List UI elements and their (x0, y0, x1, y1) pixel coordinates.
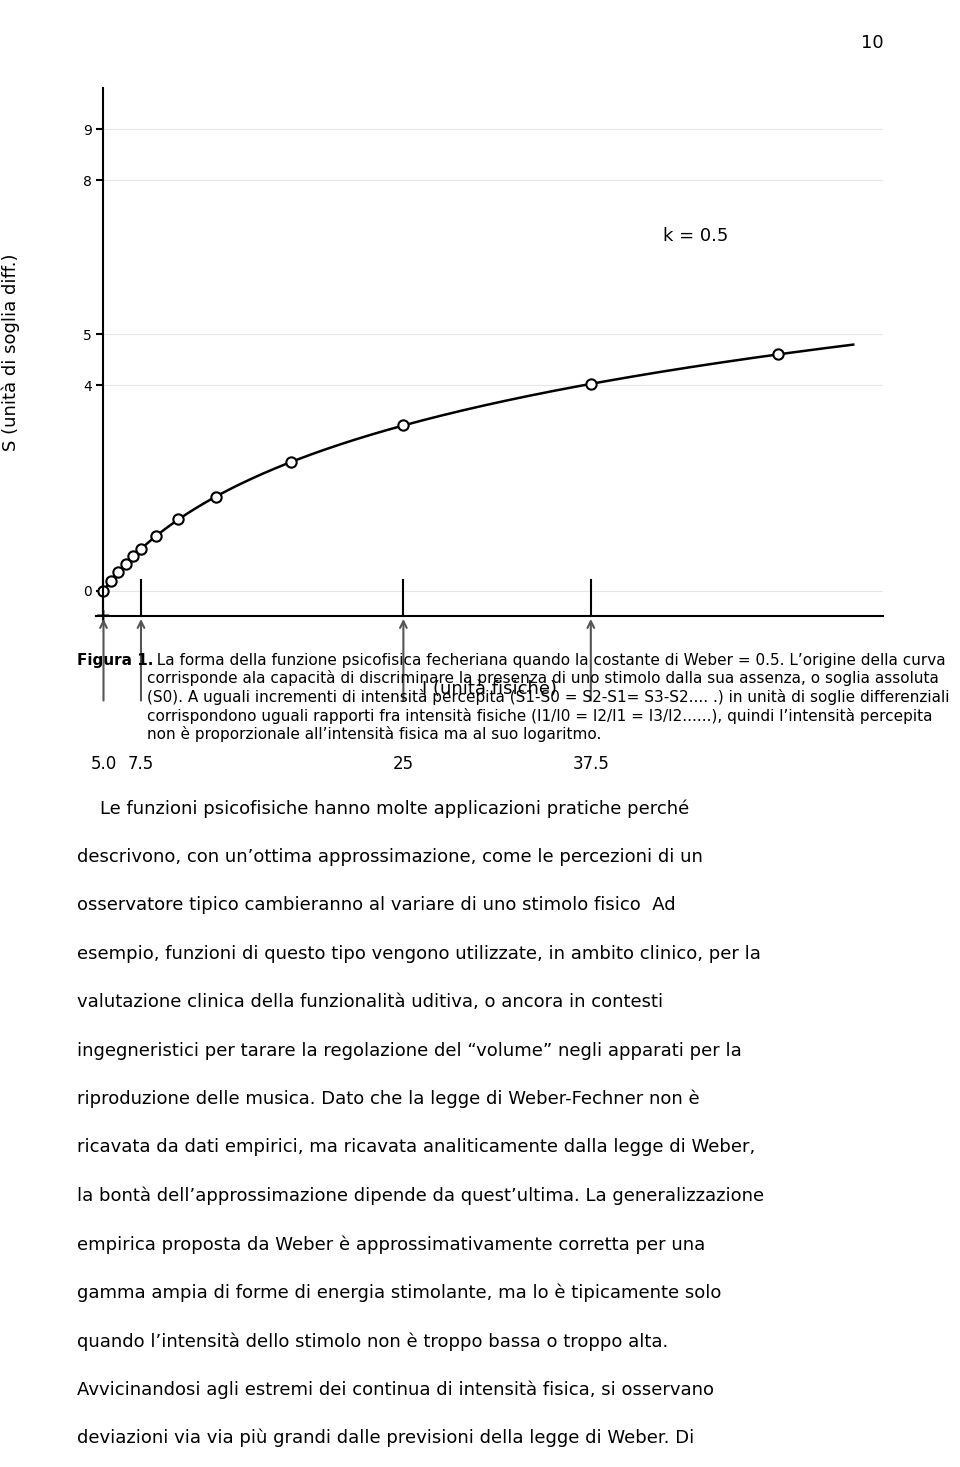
Point (96, 579, 111, 603)
Y-axis label: S (unità di soglia diff.): S (unità di soglia diff.) (2, 254, 20, 450)
Text: Avvicinandosi agli estremi dei continua di intensità fisica, si osservano: Avvicinandosi agli estremi dei continua … (77, 1380, 714, 1400)
Text: Le funzioni psicofisiche hanno molte applicazioni pratiche perché: Le funzioni psicofisiche hanno molte app… (77, 800, 689, 819)
Point (104, 569, 119, 593)
Text: esempio, funzioni di questo tipo vengono utilizzate, in ambito clinico, per la: esempio, funzioni di questo tipo vengono… (77, 945, 760, 962)
Point (118, 552, 133, 575)
Text: ricavata da dati empirici, ma ricavata analiticamente dalla legge di Weber,: ricavata da dati empirici, ma ricavata a… (77, 1138, 756, 1156)
Text: 37.5: 37.5 (572, 754, 610, 773)
Point (396, 414, 411, 437)
Text: 7.5: 7.5 (128, 754, 155, 773)
Text: Figura 1.: Figura 1. (77, 653, 154, 667)
Text: +: + (95, 607, 111, 625)
Point (771, 343, 786, 367)
Text: quando l’intensità dello stimolo non è troppo bassa o troppo alta.: quando l’intensità dello stimolo non è t… (77, 1332, 668, 1351)
Text: 5.0: 5.0 (90, 754, 116, 773)
Text: gamma ampia di forme di energia stimolante, ma lo è tipicamente solo: gamma ampia di forme di energia stimolan… (77, 1284, 721, 1303)
Text: 25: 25 (393, 754, 414, 773)
Text: osservatore tipico cambieranno al variare di uno stimolo fisico  Ad: osservatore tipico cambieranno al variar… (77, 896, 676, 914)
Text: ingegneristici per tarare la regolazione del “volume” negli apparati per la: ingegneristici per tarare la regolazione… (77, 1042, 741, 1059)
Text: I (unità fisiche): I (unità fisiche) (422, 679, 557, 697)
Text: riproduzione delle musica. Dato che la legge di Weber-Fechner non è: riproduzione delle musica. Dato che la l… (77, 1090, 700, 1109)
Text: La forma della funzione psicofisica fecheriana quando la costante di Weber = 0.5: La forma della funzione psicofisica fech… (147, 653, 949, 742)
Text: empirica proposta da Weber è approssimativamente corretta per una: empirica proposta da Weber è approssimat… (77, 1235, 705, 1254)
Point (208, 484, 224, 508)
Point (133, 537, 149, 560)
Point (110, 560, 126, 584)
Point (148, 524, 163, 547)
Point (126, 544, 141, 568)
Point (171, 508, 186, 531)
Text: 10: 10 (860, 34, 883, 51)
Text: la bontà dell’approssimazione dipende da quest’ultima. La generalizzazione: la bontà dell’approssimazione dipende da… (77, 1187, 764, 1206)
Text: deviazioni via via più grandi dalle previsioni della legge di Weber. Di: deviazioni via via più grandi dalle prev… (77, 1429, 694, 1448)
Text: descrivono, con un’ottima approssimazione, come le percezioni di un: descrivono, con un’ottima approssimazion… (77, 848, 703, 866)
Point (283, 450, 299, 474)
Text: valutazione clinica della funzionalità uditiva, o ancora in contesti: valutazione clinica della funzionalità u… (77, 993, 663, 1011)
Text: k = 0.5: k = 0.5 (662, 227, 728, 245)
Point (583, 373, 598, 396)
